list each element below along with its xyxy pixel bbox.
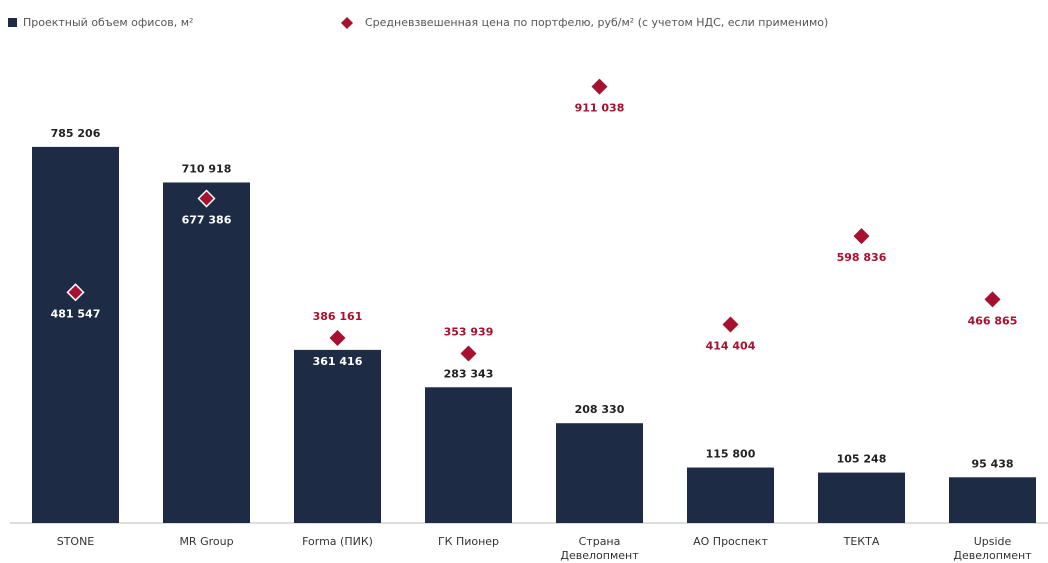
legend-swatch [8, 18, 17, 27]
price-value-label: 598 836 [837, 251, 887, 264]
price-marker [197, 189, 216, 208]
bar-value-label: 785 206 [51, 127, 101, 140]
bar-value-label: 115 800 [706, 448, 756, 461]
price-marker [984, 291, 1001, 308]
legend-label: Средневзвешенная цена по портфелю, руб/м… [365, 16, 828, 29]
price-marker [591, 78, 608, 95]
bar [32, 146, 119, 523]
bar-value-label: 105 248 [837, 453, 887, 466]
x-tick-label: Страна Девелопмент [560, 535, 639, 562]
legend-label: Проектный объем офисов, м² [23, 16, 193, 29]
price-value-label: 466 865 [968, 314, 1018, 327]
x-tick-label: Forma (ПИК) [302, 535, 373, 548]
bar-value-label: 710 918 [182, 162, 232, 175]
price-value-label: 911 038 [575, 102, 625, 115]
price-marker [460, 345, 477, 362]
price-value-label: 677 386 [182, 214, 232, 227]
bar [687, 467, 774, 523]
bar-value-label: 95 438 [971, 457, 1013, 470]
price-value-label: 353 939 [444, 325, 494, 338]
price-value-label: 481 547 [51, 307, 101, 320]
price-value-label: 414 404 [706, 340, 756, 353]
x-tick-label: ГК Пионер [437, 535, 500, 548]
bar [818, 472, 905, 523]
x-tick-label: АО Проспект [693, 535, 768, 548]
bar [294, 349, 381, 523]
price-marker [66, 283, 85, 302]
bar-value-label: 283 343 [444, 367, 494, 380]
bar [425, 387, 512, 523]
price-marker [329, 330, 346, 347]
price-value-label: 386 161 [313, 310, 363, 323]
price-marker [722, 316, 739, 333]
price-marker [853, 228, 870, 245]
legend-marker [341, 17, 353, 29]
x-tick-label: STONE [56, 535, 95, 548]
bar-value-label: 208 330 [575, 403, 625, 416]
bar [556, 423, 643, 523]
x-tick-label: Upside Девелопмент [953, 535, 1032, 562]
bar [163, 182, 250, 523]
bar-value-label: 361 416 [313, 355, 363, 368]
bar [949, 477, 1036, 523]
x-tick-label: ТЕКТА [843, 535, 880, 548]
x-tick-label: MR Group [179, 535, 234, 548]
